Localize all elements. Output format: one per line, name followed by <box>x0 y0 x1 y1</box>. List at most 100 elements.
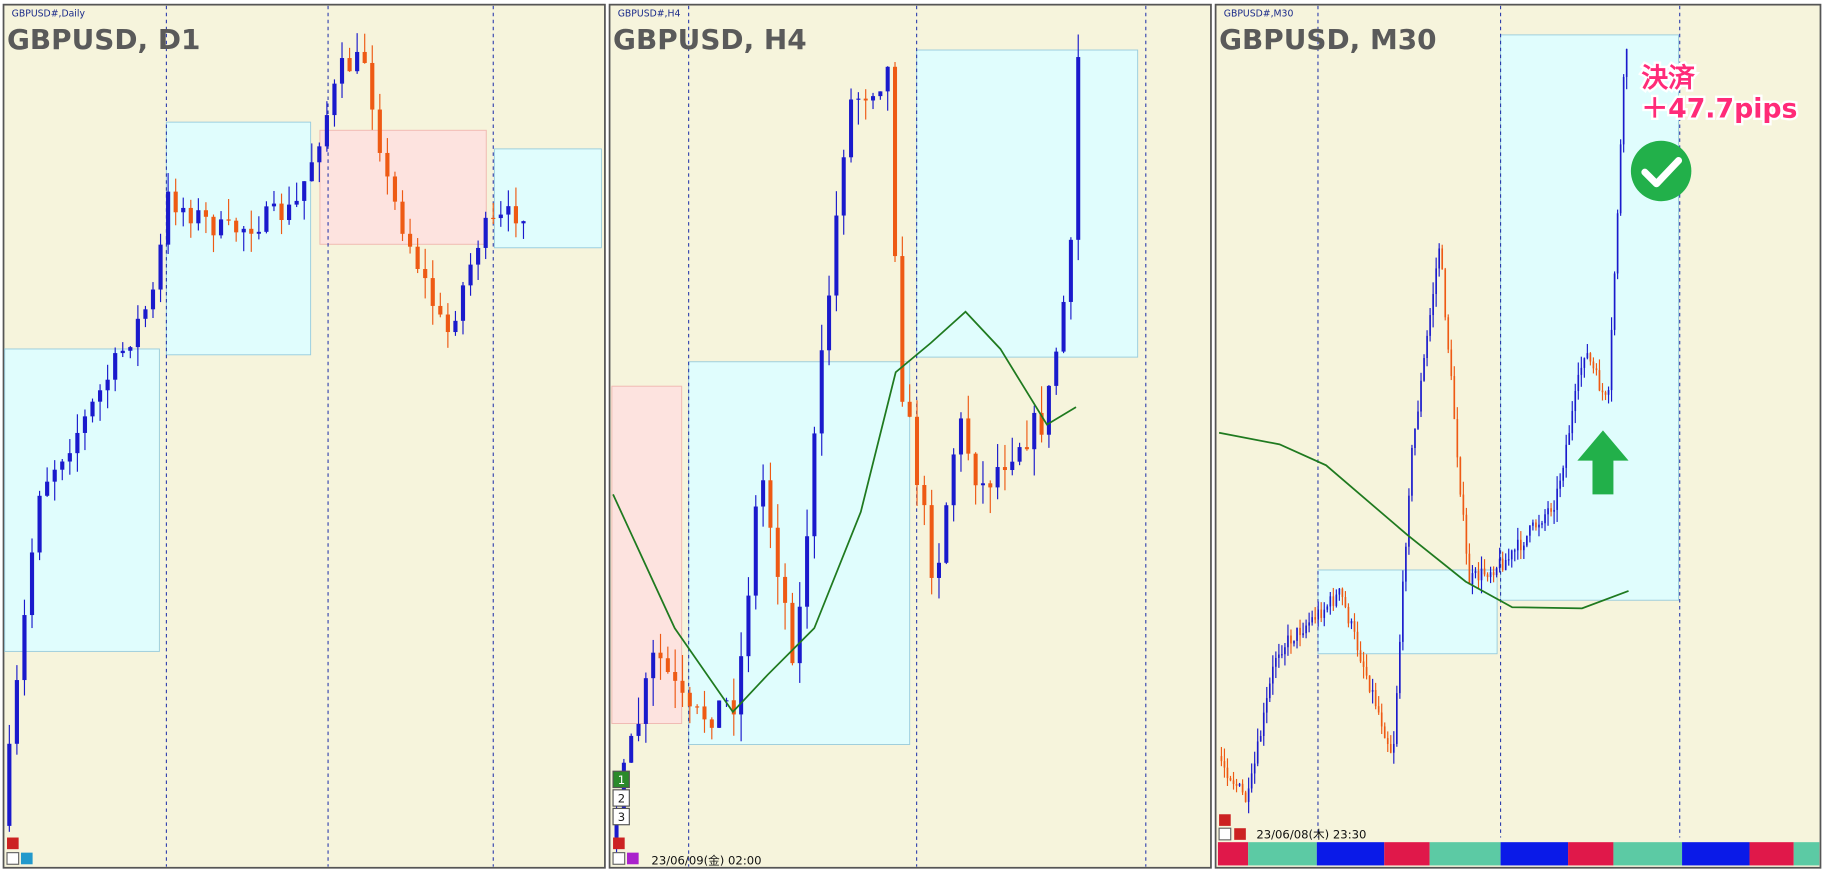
candle-body <box>643 678 648 724</box>
button[interactable] <box>1218 827 1232 841</box>
candle-body <box>218 219 224 236</box>
candle-body <box>1344 597 1347 607</box>
close-button[interactable] <box>613 837 625 850</box>
timestamp: 23/06/09(金) 02:00 <box>651 853 761 867</box>
candle-body <box>483 217 488 248</box>
candle-body <box>1583 358 1586 368</box>
candle-body <box>120 350 125 354</box>
candle-body <box>724 700 729 702</box>
zone <box>165 121 312 356</box>
candle-body <box>709 719 714 728</box>
button-label[interactable]: 3 <box>618 810 625 824</box>
candle-body <box>1456 419 1459 458</box>
candle-body <box>37 495 42 553</box>
button[interactable] <box>6 852 20 865</box>
candle-body <box>113 353 118 380</box>
candle-body <box>1625 49 1628 77</box>
candle-body <box>1526 535 1528 546</box>
candle-body <box>226 219 231 221</box>
candle-body <box>1510 550 1513 560</box>
candle-body <box>768 480 773 528</box>
candle-body <box>936 562 942 578</box>
candle-body <box>1235 783 1238 786</box>
candle-body <box>1356 631 1359 651</box>
candle-body <box>173 191 178 213</box>
candle-body <box>1241 783 1244 793</box>
chart-title: GBPUSD, D1 <box>7 23 200 56</box>
candle-body <box>309 162 314 182</box>
button[interactable] <box>627 852 639 865</box>
candle-body <box>1574 390 1577 411</box>
candle-body <box>929 505 934 578</box>
button[interactable] <box>612 789 630 807</box>
candle-body <box>385 152 390 177</box>
candle-body <box>423 269 428 279</box>
candle-body <box>1550 508 1552 512</box>
candle-body <box>1438 248 1441 269</box>
candle-body <box>907 401 912 417</box>
candles <box>614 34 1081 863</box>
candle-body <box>203 210 209 217</box>
candle-body <box>1284 647 1286 655</box>
candle-body <box>271 203 277 207</box>
candle-body <box>841 157 846 216</box>
button[interactable] <box>612 852 626 865</box>
button[interactable] <box>612 770 630 789</box>
strength-cell <box>1749 842 1794 866</box>
candle-body <box>1408 495 1410 547</box>
candle-body <box>1489 572 1492 578</box>
candle-body <box>1380 712 1383 727</box>
candle-body <box>234 220 239 233</box>
candle-body <box>1250 773 1253 789</box>
candle-body <box>97 390 103 402</box>
close-button[interactable] <box>1219 814 1231 826</box>
button-label[interactable]: 2 <box>618 792 625 806</box>
button[interactable] <box>612 807 630 826</box>
candle-body <box>498 214 503 219</box>
chart-title: GBPUSD, H4 <box>613 23 807 56</box>
zone <box>916 49 1139 358</box>
candles <box>7 33 526 832</box>
button-label[interactable]: 1 <box>618 773 625 787</box>
candle-body <box>790 602 795 664</box>
candle-body <box>1486 574 1489 578</box>
candle-body <box>1471 573 1474 585</box>
zone <box>611 385 683 724</box>
candle-body <box>1604 392 1607 395</box>
candle-body <box>702 706 707 720</box>
candle-body <box>819 350 824 434</box>
candle-body <box>1426 335 1428 358</box>
candle-body <box>135 318 140 348</box>
candle-body <box>1326 606 1329 610</box>
candle-body <box>430 278 435 306</box>
candle-body <box>1613 273 1616 330</box>
candle-body <box>22 615 27 681</box>
candle-body <box>1368 675 1371 692</box>
strength-cell <box>1248 842 1317 866</box>
candle-body <box>188 207 193 224</box>
candle-body <box>944 505 949 563</box>
candle-body <box>521 221 526 224</box>
chart-title: GBPUSD, M30 <box>1219 23 1436 56</box>
candle-body <box>761 480 766 507</box>
up-arrow <box>1577 430 1629 495</box>
candle-body <box>797 606 802 664</box>
candle-body <box>1465 514 1468 554</box>
period-separators <box>165 5 1681 867</box>
candle-body <box>1076 57 1081 240</box>
candle-body <box>1302 633 1304 636</box>
candle-body <box>1046 385 1051 435</box>
candle-body <box>1287 635 1289 648</box>
close-button[interactable] <box>7 837 19 850</box>
candle-body <box>1314 617 1317 620</box>
button[interactable] <box>20 852 33 865</box>
candle-body <box>279 203 284 221</box>
candle-body <box>739 656 744 715</box>
candle-body <box>1435 268 1437 295</box>
candle-body <box>966 418 971 454</box>
candle-body <box>491 217 496 220</box>
button[interactable] <box>1234 828 1246 840</box>
candle-body <box>1495 568 1498 576</box>
candle-body <box>673 672 678 681</box>
